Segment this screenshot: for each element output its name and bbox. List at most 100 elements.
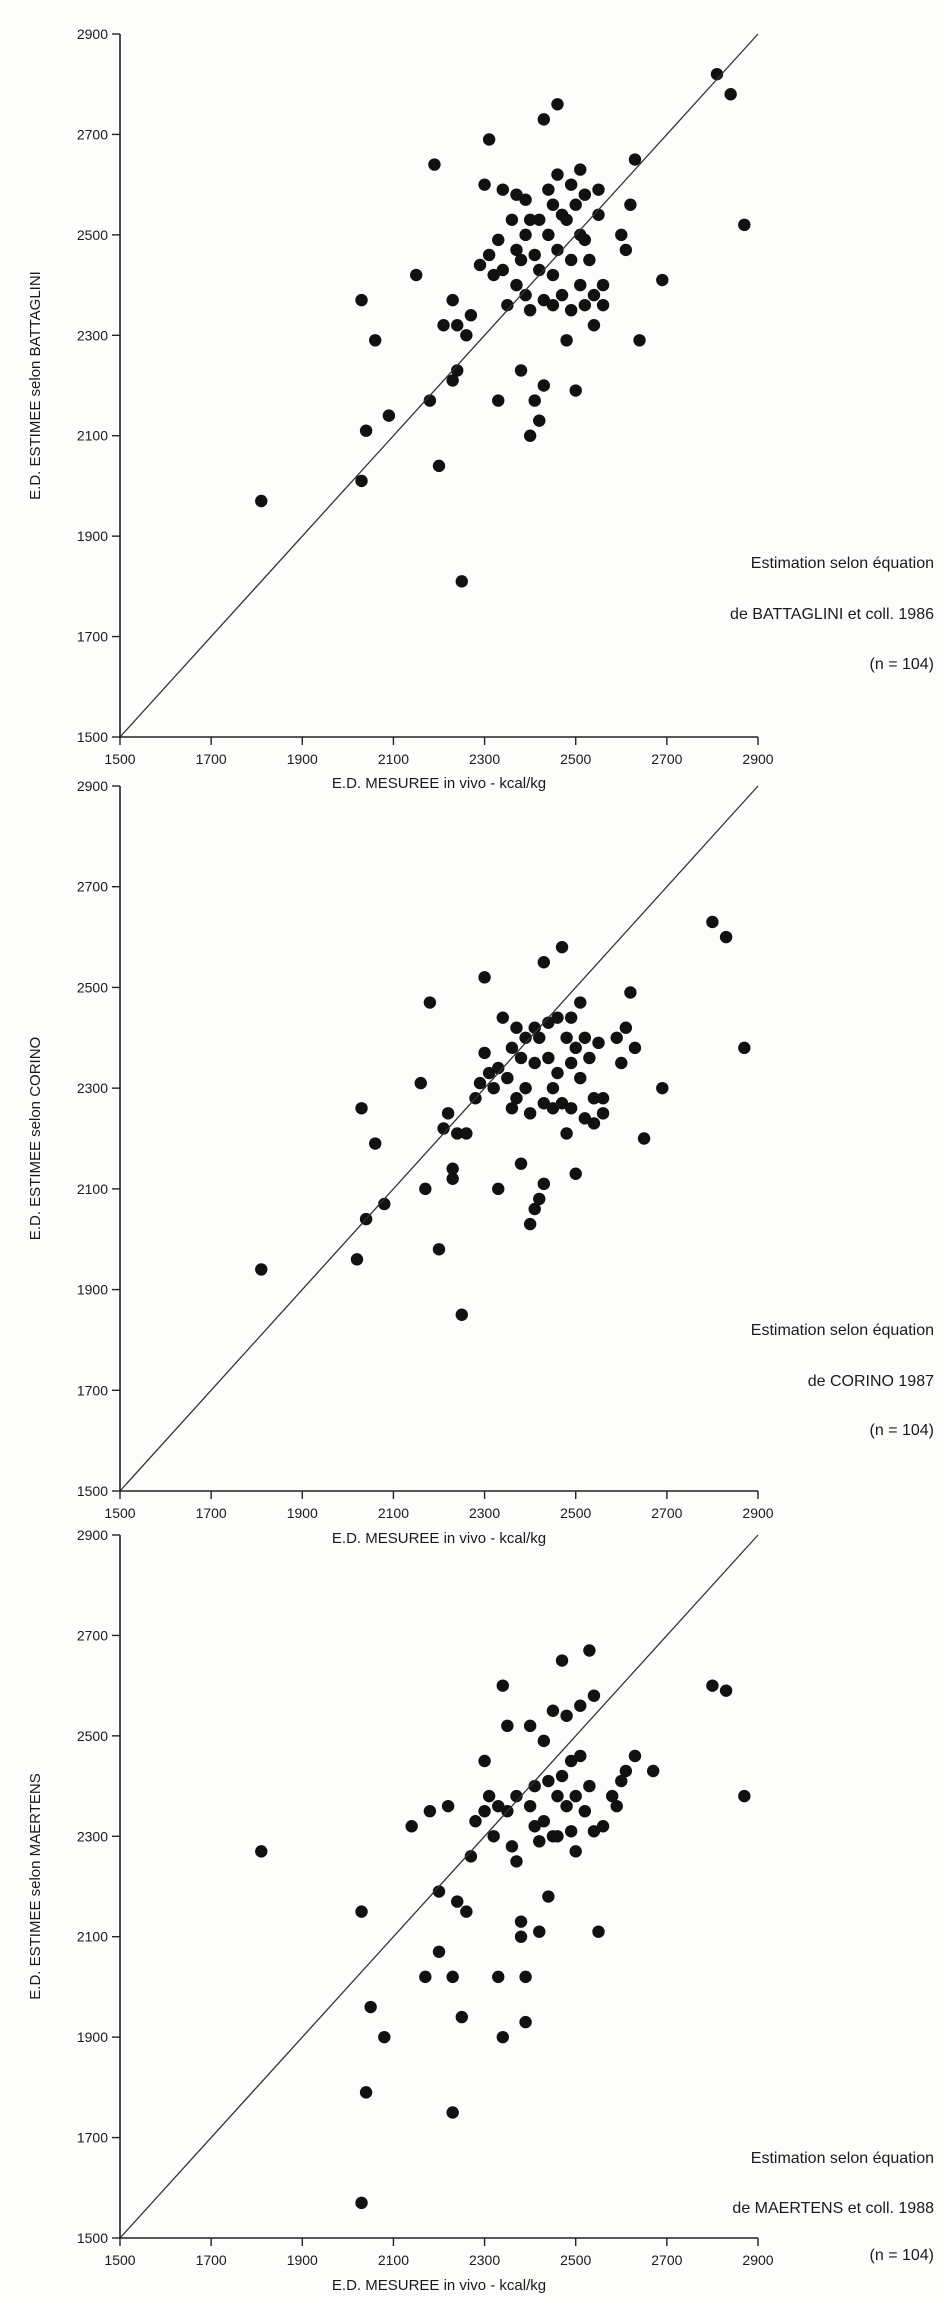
data-point: [569, 1167, 582, 1180]
data-point: [519, 1970, 532, 1984]
y-tick-label: 2900: [77, 1527, 108, 1543]
data-point: [419, 1182, 432, 1196]
data-point: [542, 1890, 555, 1903]
data-point: [564, 1825, 578, 1838]
x-tick-label: 2500: [560, 2252, 591, 2268]
data-point: [473, 1076, 487, 1090]
y-tick-label: 1500: [77, 2230, 108, 2246]
data-point: [514, 1051, 528, 1065]
data-point: [596, 1107, 610, 1120]
data-point: [460, 1905, 473, 1918]
data-point: [510, 243, 523, 257]
data-point: [355, 2196, 368, 2210]
data-point: [542, 183, 555, 196]
reference-line: [119, 785, 759, 1492]
x-axis-label: E.D. MESUREE in vivo - kcal/kg: [332, 2277, 546, 2294]
data-point: [523, 1217, 537, 1231]
data-point: [510, 1789, 523, 1803]
data-point: [587, 1689, 601, 1702]
x-tick-label: 1500: [104, 1505, 135, 1521]
data-point: [528, 1779, 541, 1793]
data-point: [451, 319, 464, 332]
data-point: [706, 1679, 719, 1692]
data-point: [551, 168, 564, 181]
data-point: [533, 213, 546, 226]
data-point: [592, 1925, 605, 1938]
data-point: [574, 163, 587, 176]
x-tick-label: 2300: [469, 1505, 500, 1521]
x-ticks: 1500 1700 1900 2100 2300 2500 2700 2900: [104, 1491, 774, 1521]
data-point: [446, 1162, 459, 1175]
data-point: [537, 1734, 551, 1748]
data-point: [564, 1754, 578, 1768]
data-point: [578, 1804, 592, 1818]
data-point: [487, 1830, 500, 1843]
data-point: [451, 1127, 464, 1140]
data-point: [478, 178, 491, 191]
data-point: [537, 113, 551, 126]
data-point: [514, 364, 528, 377]
data-point: [719, 930, 733, 944]
data-point: [492, 1970, 505, 1984]
x-tick-label: 1500: [104, 2252, 135, 2268]
data-point: [738, 218, 751, 232]
data-point: [546, 1081, 560, 1095]
data-point: [460, 329, 473, 342]
x-tick-label: 2100: [378, 751, 409, 767]
data-point: [528, 394, 541, 407]
data-point: [432, 1885, 446, 1898]
data-point: [587, 319, 601, 332]
data-point: [364, 2000, 377, 2014]
data-point: [578, 1112, 592, 1125]
y-ticks: 1500 1700 1900 2100 2300 2500 2700 2900: [77, 1527, 120, 2246]
data-point: [255, 1845, 268, 1858]
x-tick-label: 1700: [196, 2252, 227, 2268]
data-point: [510, 1855, 523, 1868]
data-point: [551, 1830, 564, 1843]
data-point: [496, 1679, 509, 1692]
x-tick-label: 2900: [742, 751, 773, 767]
data-point: [505, 1840, 519, 1853]
data-point: [628, 153, 642, 166]
data-point: [514, 1915, 528, 1928]
data-point: [605, 1789, 619, 1803]
data-points: [255, 67, 751, 588]
data-point: [619, 1764, 633, 1778]
data-point: [542, 1774, 555, 1788]
data-point: [546, 298, 560, 312]
x-tick-label: 2100: [378, 2252, 409, 2268]
data-point: [523, 1799, 537, 1813]
data-point: [569, 198, 582, 211]
reference-line: [119, 1534, 759, 2239]
data-point: [551, 243, 564, 257]
data-point: [428, 158, 441, 171]
y-tick-label: 2300: [77, 327, 108, 343]
annotation-line-3: (n = 104): [870, 2247, 934, 2264]
data-point: [578, 298, 592, 312]
data-point: [546, 1704, 560, 1717]
data-point: [519, 193, 532, 206]
data-point: [437, 1122, 450, 1135]
data-point: [551, 1789, 564, 1803]
data-point: [478, 1804, 491, 1818]
data-point: [519, 1031, 532, 1044]
annotation-line-2: de MAERTENS et coll. 1988: [732, 2200, 934, 2217]
x-tick-label: 1900: [287, 1505, 318, 1521]
data-point: [492, 1182, 505, 1196]
data-point: [355, 1905, 368, 1918]
annotation-line-1: Estimation selon équation: [751, 555, 934, 572]
data-point: [441, 1799, 455, 1813]
data-point: [482, 248, 496, 262]
data-points: [255, 915, 751, 1321]
data-point: [574, 1071, 587, 1085]
y-tick-label: 1500: [77, 729, 108, 745]
data-point: [555, 1769, 569, 1783]
data-point: [405, 1820, 418, 1833]
data-point: [469, 1815, 482, 1828]
y-tick-label: 1900: [77, 2029, 108, 2045]
data-point: [564, 303, 578, 317]
x-tick-label: 2700: [651, 1505, 682, 1521]
data-point: [569, 1845, 582, 1858]
data-point: [583, 1644, 596, 1657]
data-point: [578, 188, 592, 201]
